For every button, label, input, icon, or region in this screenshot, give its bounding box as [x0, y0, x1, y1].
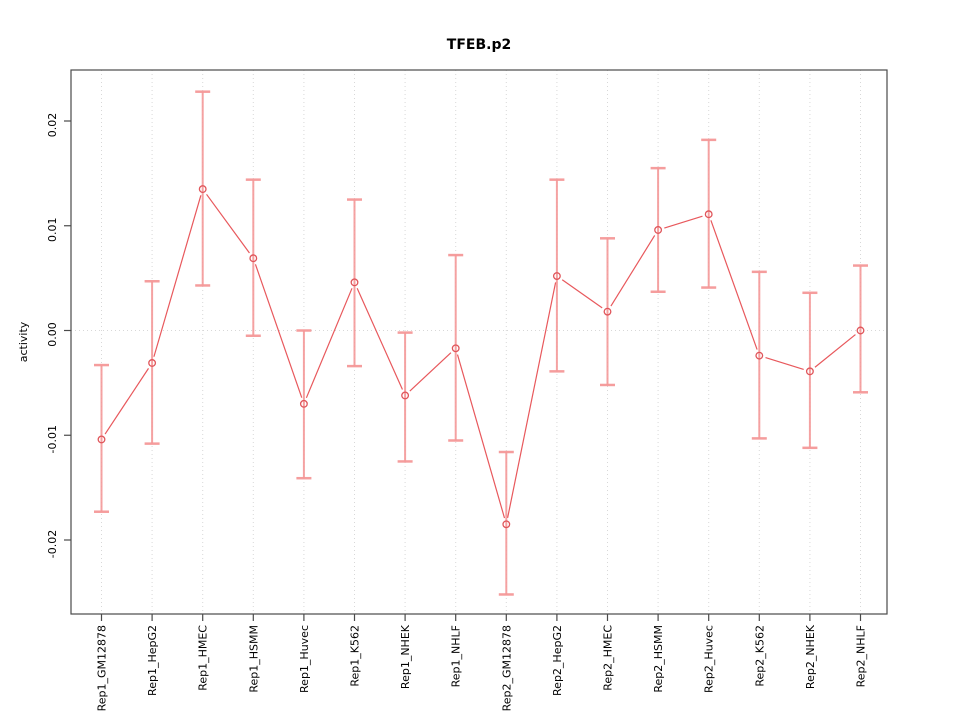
x-tick-label: Rep2_NHLF: [855, 625, 868, 687]
x-tick-label: Rep2_HSMM: [652, 625, 665, 693]
data-point: [654, 225, 663, 234]
plot-border: [70, 69, 888, 615]
data-point: [552, 272, 561, 280]
data-point: [502, 520, 511, 529]
x-tick-label: Rep1_NHEK: [399, 624, 412, 689]
series-line: [104, 193, 856, 519]
data-point: [299, 399, 308, 408]
x-axis: Rep1_GM12878 Rep1_HepG2 Rep1_HMEC Rep1_HSMM…: [96, 614, 868, 711]
data-point: [401, 391, 410, 400]
data-point: [198, 185, 207, 194]
series-segment: [356, 288, 403, 390]
x-tick-label: Rep1_NHLF: [450, 625, 463, 687]
x-tick-label: Rep1_HepG2: [146, 625, 159, 696]
x-tick-label: Rep2_K562: [753, 625, 766, 687]
series-segment: [664, 215, 703, 229]
series-segment: [710, 220, 758, 350]
series-segment: [507, 282, 557, 519]
series-segment: [456, 354, 506, 519]
data-point: [704, 210, 713, 219]
series-segment: [206, 193, 250, 254]
plot-area: Rep1_GM12878 Rep1_HepG2 Rep1_HMEC Rep1_HSMM…: [46, 69, 888, 711]
x-tick-label: Rep1_Huvec: [298, 625, 311, 693]
series-segment: [610, 235, 656, 307]
series-segment: [561, 279, 603, 309]
x-tick-label: Rep1_HSMM: [247, 625, 260, 693]
data-point: [856, 326, 865, 335]
series-segment: [409, 352, 452, 392]
error-bars: [94, 90, 868, 596]
series-segment: [104, 368, 150, 435]
data-point: [805, 367, 814, 376]
data-point: [755, 351, 764, 360]
series-segment: [254, 264, 303, 398]
x-tick-label: Rep2_NHEK: [804, 624, 817, 689]
data-point: [97, 435, 106, 444]
x-tick-label: Rep2_HepG2: [551, 625, 564, 696]
y-tick-label: 0.01: [46, 218, 59, 243]
x-tick-label: Rep1_GM12878: [96, 625, 109, 711]
x-tick-label: Rep2_HMEC: [602, 625, 615, 691]
y-axis-label: activity: [17, 321, 30, 362]
y-tick-label: 0.02: [46, 113, 59, 138]
data-point: [148, 359, 157, 367]
gridlines: [71, 70, 887, 614]
series-segment: [765, 356, 804, 370]
y-tick-label: -0.01: [46, 425, 59, 453]
data-points: [97, 185, 865, 529]
data-point: [451, 344, 460, 353]
y-tick-label: -0.02: [46, 530, 59, 558]
chart-title: TFEB.p2: [447, 37, 511, 53]
x-tick-label: Rep2_Huvec: [703, 625, 716, 693]
data-point: [249, 254, 258, 263]
data-point: [603, 307, 612, 316]
series-segment: [153, 195, 202, 357]
y-tick-label: 0.00: [46, 322, 59, 347]
y-axis: -0.02 -0.01 0.00 0.01 0.02: [46, 113, 71, 558]
series-segment: [814, 334, 856, 368]
x-tick-label: Rep1_HMEC: [197, 625, 210, 691]
x-tick-label: Rep1_K562: [349, 625, 362, 687]
x-tick-label: Rep2_GM12878: [500, 625, 513, 711]
data-point: [350, 278, 359, 287]
series-segment: [305, 288, 353, 399]
